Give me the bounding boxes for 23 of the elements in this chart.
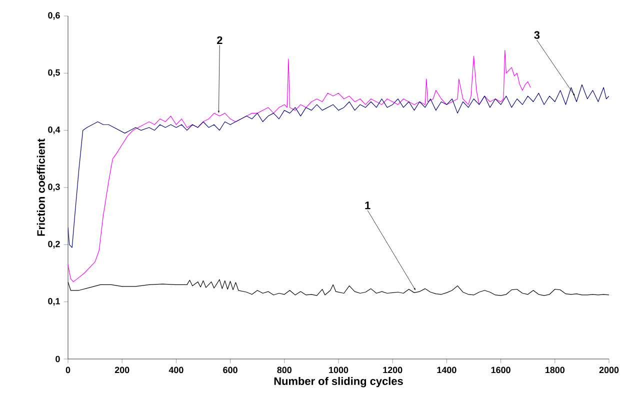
x-tick-label: 1200 xyxy=(383,366,402,374)
y-tick-label: 0,4 xyxy=(48,126,60,134)
x-tick-label: 1000 xyxy=(329,366,348,374)
x-tick-label: 1400 xyxy=(437,366,456,374)
y-tick-label: 0 xyxy=(56,356,60,362)
x-tick-label: 400 xyxy=(168,366,184,374)
y-tick-label: 0,2 xyxy=(48,240,60,248)
x-tick-label: 600 xyxy=(223,366,238,374)
x-tick-label: 800 xyxy=(277,366,292,374)
x-axis-title: Number of sliding cycles xyxy=(274,376,403,388)
y-tick-label: 0,1 xyxy=(48,298,60,306)
y-axis-title: Friction coefficient xyxy=(36,138,45,236)
annotation: 2 xyxy=(216,36,222,44)
x-tick-label: 200 xyxy=(114,366,130,374)
x-tick-label: 2000 xyxy=(599,366,619,374)
x-tick-label: 1600 xyxy=(491,366,510,374)
y-tick-label: 0,5 xyxy=(48,69,60,77)
annotation: 3 xyxy=(534,31,540,39)
x-tick-label: 1800 xyxy=(545,366,565,374)
y-tick-label: 0,3 xyxy=(48,184,60,192)
x-tick-label: 0 xyxy=(66,366,70,374)
y-tick-label: 0,6 xyxy=(48,12,60,20)
annotation: 1 xyxy=(365,202,370,210)
